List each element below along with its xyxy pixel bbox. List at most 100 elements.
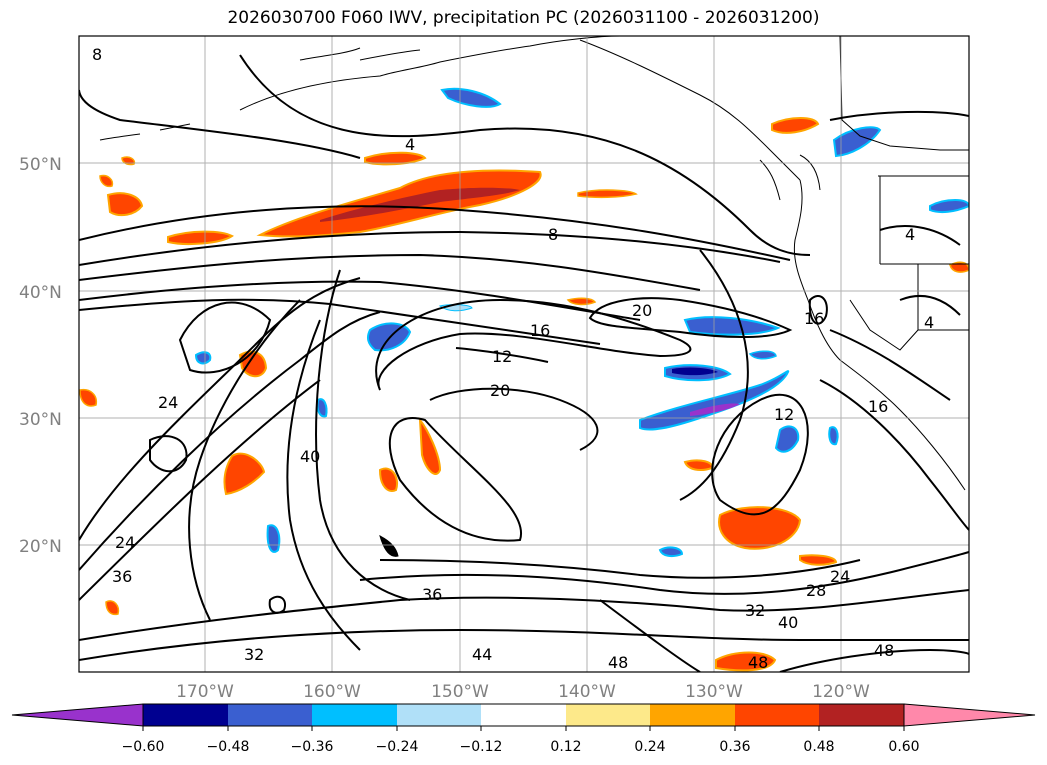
contour-label: 24 <box>158 393 178 412</box>
contour-label: 20 <box>490 381 510 400</box>
precip-negative-region <box>316 398 328 418</box>
colorbar-segment <box>481 704 566 726</box>
colorbar-segment <box>735 704 819 726</box>
precip-positive-region <box>566 297 597 306</box>
precip-negative-region <box>748 350 777 360</box>
colorbar-low-extend <box>11 703 144 727</box>
contour-label: 40 <box>778 613 798 632</box>
precip-positive-region <box>715 651 777 672</box>
plot-frame <box>78 35 970 673</box>
colorbar-tick-label: 0.48 <box>803 739 834 755</box>
contour-label: 32 <box>244 645 264 664</box>
colorbar-segment <box>819 704 904 726</box>
contour-label: 32 <box>745 601 765 620</box>
precip-negative-region <box>774 425 800 453</box>
precip-positive-region <box>799 554 838 566</box>
precip-negative-region <box>683 316 781 336</box>
contour-label: 28 <box>806 581 826 600</box>
precip-negative-region <box>658 546 684 558</box>
precip-positive-region <box>418 416 442 475</box>
colorbar-tick-label: −0.36 <box>291 739 334 755</box>
iwv-contours <box>79 54 969 672</box>
precip-positive-region <box>771 117 820 134</box>
colorbar-tick-label: 0.36 <box>719 739 750 755</box>
contour-label: 36 <box>422 585 442 604</box>
lon-label: 130°W <box>685 682 743 702</box>
colorbar-tick-label: 0.12 <box>550 739 581 755</box>
contour-label: 48 <box>748 653 768 672</box>
lat-label: 50°N <box>19 155 62 175</box>
precip-positive-region <box>79 388 98 407</box>
longitude-labels: 170°W 160°W 150°W 140°W 130°W 120°W <box>176 682 870 702</box>
contour-label: 40 <box>300 447 320 466</box>
precip-negative-region <box>828 426 839 446</box>
precip-positive-region <box>99 174 114 188</box>
contour-label: 8 <box>548 225 558 244</box>
precip-negative-region <box>194 351 212 365</box>
colorbar-ticks <box>142 726 905 731</box>
lon-label: 120°W <box>812 682 870 702</box>
lon-label: 170°W <box>176 682 234 702</box>
lon-label: 150°W <box>431 682 489 702</box>
lat-label: 20°N <box>19 537 62 557</box>
contour-label: 16 <box>804 309 824 328</box>
latitude-labels: 50°N 40°N 30°N 20°N <box>19 155 62 557</box>
contour-label: 36 <box>112 567 132 586</box>
contour-label: 4 <box>905 225 915 244</box>
colorbar-tick-label: 0.24 <box>634 739 665 755</box>
precip-positive-region <box>364 151 427 166</box>
precip-positive-region <box>106 192 144 217</box>
precip-positive-region <box>105 600 120 616</box>
precip-shading <box>79 87 969 672</box>
lon-label: 140°W <box>558 682 616 702</box>
precip-positive-region <box>949 261 969 273</box>
precip-negative-region <box>832 126 882 158</box>
contour-label: 44 <box>472 645 492 664</box>
colorbar-segment <box>650 704 735 726</box>
precip-strong-negative-region <box>672 367 718 376</box>
contour-label: 12 <box>492 347 512 366</box>
contour-label: 48 <box>874 641 894 660</box>
precip-strong-region <box>320 187 520 222</box>
map-title: 2026030700 F060 IWV, precipitation PC (2… <box>227 8 820 28</box>
contour-label: 8 <box>92 45 102 64</box>
precip-positive-region <box>378 467 398 492</box>
colorbar-segment <box>143 704 228 726</box>
colorbar-tick-label: −0.48 <box>207 739 250 755</box>
lat-label: 30°N <box>19 410 62 430</box>
contour-label: 4 <box>405 135 415 154</box>
contour-label: 16 <box>868 397 888 416</box>
colorbar-tick-label: 0.60 <box>888 739 919 755</box>
precip-positive-region <box>223 452 266 496</box>
contour-labels: 8 4 8 20 16 12 20 24 40 12 16 16 4 4 24 … <box>92 45 934 672</box>
colorbar-tick-label: −0.24 <box>376 739 419 755</box>
plot-area <box>79 36 969 672</box>
contour-label: 4 <box>924 313 934 332</box>
contour-label: 48 <box>608 653 628 672</box>
lat-label: 40°N <box>19 283 62 303</box>
colorbar-tick-label: −0.12 <box>460 739 503 755</box>
colorbar-segment <box>566 704 650 726</box>
precip-negative-region <box>366 322 412 352</box>
precip-positive-region <box>167 230 234 245</box>
colorbar-segment <box>397 704 481 726</box>
contour-label: 24 <box>830 567 850 586</box>
precip-strong-negative-region <box>690 403 740 416</box>
lon-label: 160°W <box>303 682 361 702</box>
colorbar-segment <box>228 704 312 726</box>
contour-label: 12 <box>774 405 794 424</box>
precip-positive-region <box>718 506 802 550</box>
colorbar: −0.60 −0.48 −0.36 −0.24 −0.12 0.12 0.24 … <box>11 703 1036 755</box>
precip-negative-region <box>266 524 281 553</box>
contour-label: 24 <box>115 533 135 552</box>
colorbar-high-extend <box>903 703 1036 727</box>
precip-positive-region <box>577 189 638 199</box>
colorbar-tick-label: −0.60 <box>122 739 165 755</box>
gridlines <box>79 36 969 672</box>
colorbar-outline <box>142 703 905 727</box>
coastlines <box>99 36 969 557</box>
colorbar-segment <box>312 704 397 726</box>
contour-label: 16 <box>530 321 550 340</box>
contour-label: 20 <box>632 301 652 320</box>
